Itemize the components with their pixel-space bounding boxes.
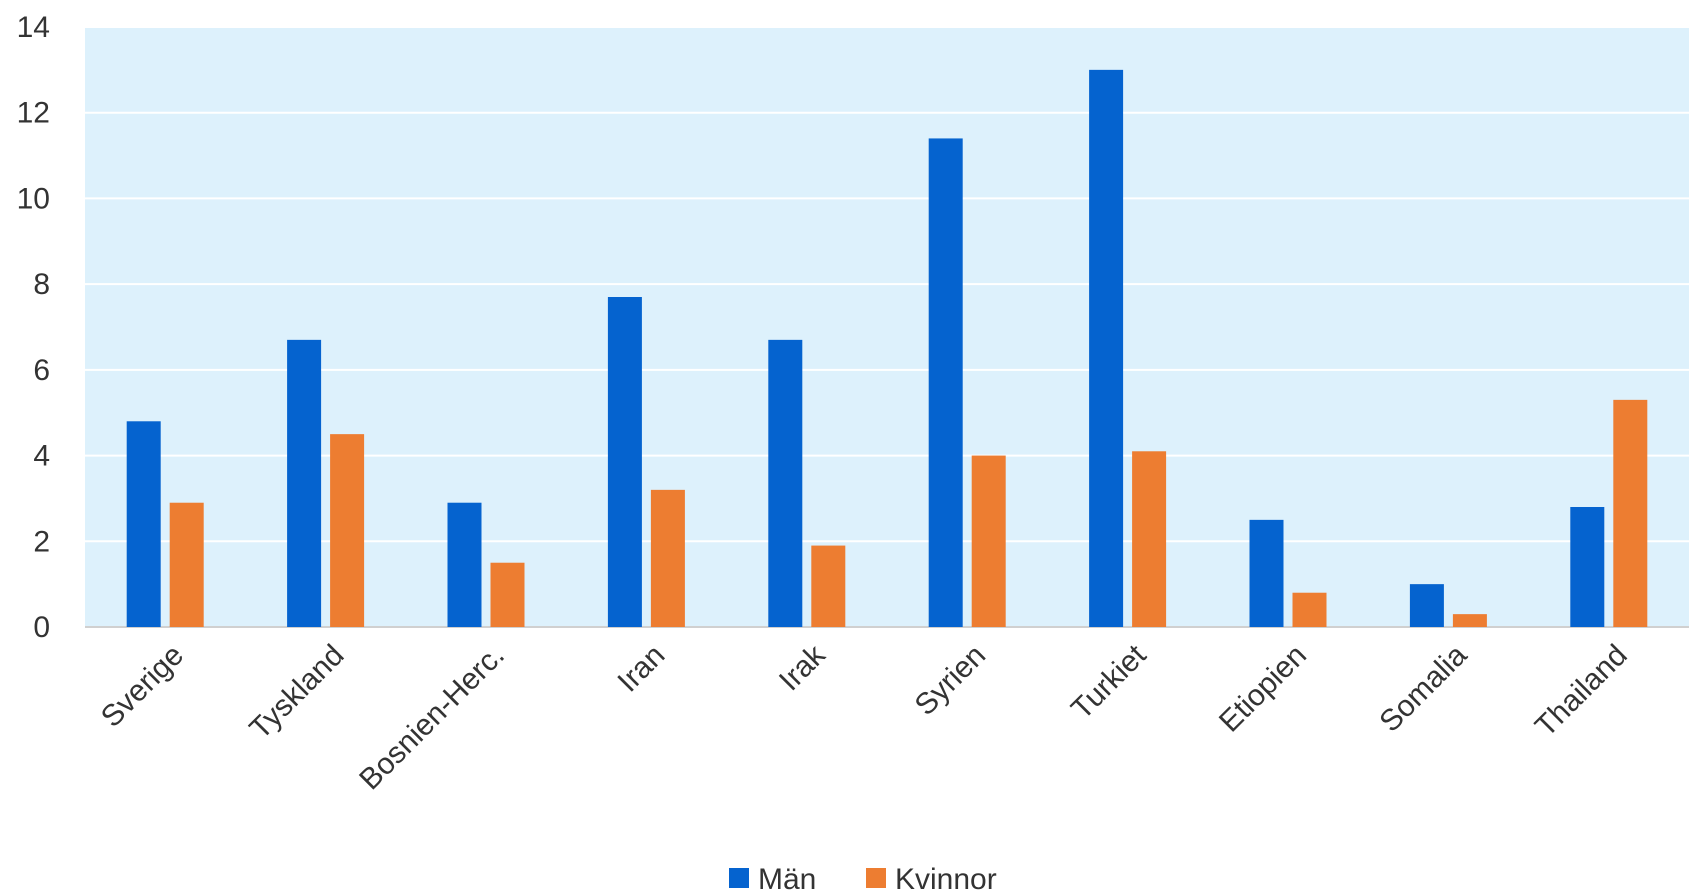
x-tick-label: Tyskland bbox=[244, 639, 351, 746]
y-tick-label: 8 bbox=[33, 268, 50, 301]
y-tick-label: 6 bbox=[33, 354, 50, 387]
bar-kvinnor-6 bbox=[1132, 451, 1167, 627]
bar-kvinnor-5 bbox=[971, 455, 1006, 627]
x-tick-label: Thailand bbox=[1529, 639, 1634, 744]
bar-kvinnor-3 bbox=[650, 489, 685, 627]
y-tick-label: 2 bbox=[33, 525, 50, 558]
bar-man-2 bbox=[447, 502, 482, 627]
bar-man-8 bbox=[1409, 584, 1444, 627]
y-tick-label: 0 bbox=[33, 611, 50, 644]
bar-man-3 bbox=[607, 297, 642, 627]
bar-man-0 bbox=[126, 421, 161, 627]
y-tick-label: 14 bbox=[17, 11, 50, 44]
bar-kvinnor-9 bbox=[1613, 399, 1648, 627]
x-axis-labels: Sverige Tyskland Bosnien-Herc. Iran Irak Syri… bbox=[95, 638, 1634, 796]
bar-kvinnor-7 bbox=[1292, 592, 1327, 627]
x-tick-label: Sverige bbox=[95, 639, 190, 734]
y-tick-label: 12 bbox=[17, 97, 50, 130]
y-tick-label: 4 bbox=[33, 440, 50, 473]
legend: Män Kvinnor bbox=[729, 863, 997, 894]
bar-kvinnor-8 bbox=[1452, 614, 1487, 627]
legend-label: Kvinnor bbox=[895, 863, 997, 894]
x-tick-label: Somalia bbox=[1373, 638, 1473, 738]
x-tick-label: Syrien bbox=[909, 639, 992, 722]
bar-man-1 bbox=[287, 339, 322, 627]
bar-kvinnor-2 bbox=[490, 562, 525, 627]
bar-kvinnor-4 bbox=[811, 545, 846, 627]
bar-man-6 bbox=[1089, 69, 1124, 628]
bar-man-5 bbox=[928, 138, 963, 627]
x-tick-label: Irak bbox=[773, 638, 832, 697]
x-tick-label: Bosnien-Herc. bbox=[353, 639, 511, 797]
bar-kvinnor-0 bbox=[169, 502, 204, 627]
bar-kvinnor-1 bbox=[330, 434, 365, 627]
legend-swatch bbox=[729, 868, 749, 888]
y-axis-ticks: 0 2 4 6 8 10 12 14 bbox=[17, 11, 50, 644]
plot-area bbox=[85, 27, 1689, 627]
bar-man-9 bbox=[1570, 507, 1605, 627]
bar-man-4 bbox=[768, 339, 803, 627]
bars bbox=[126, 69, 1648, 628]
x-tick-label: Iran bbox=[611, 639, 671, 699]
x-tick-label: Etiopien bbox=[1213, 639, 1313, 739]
y-tick-label: 10 bbox=[17, 182, 50, 215]
legend-label: Män bbox=[758, 863, 816, 894]
x-tick-label: Turkiet bbox=[1065, 638, 1153, 726]
legend-swatch bbox=[866, 868, 886, 888]
bar-man-7 bbox=[1249, 519, 1284, 627]
